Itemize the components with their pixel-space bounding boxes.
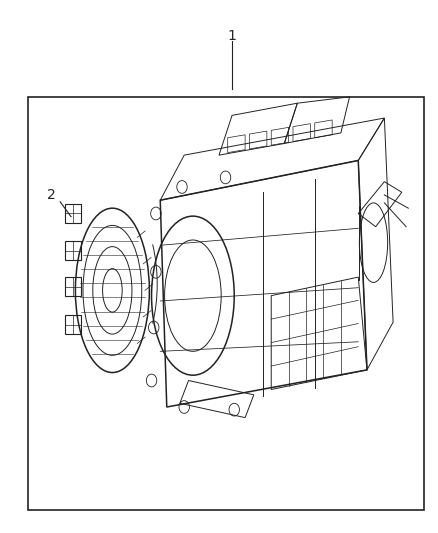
- Bar: [28, 97, 424, 511]
- Text: 1: 1: [228, 29, 237, 43]
- Text: 2: 2: [47, 188, 56, 202]
